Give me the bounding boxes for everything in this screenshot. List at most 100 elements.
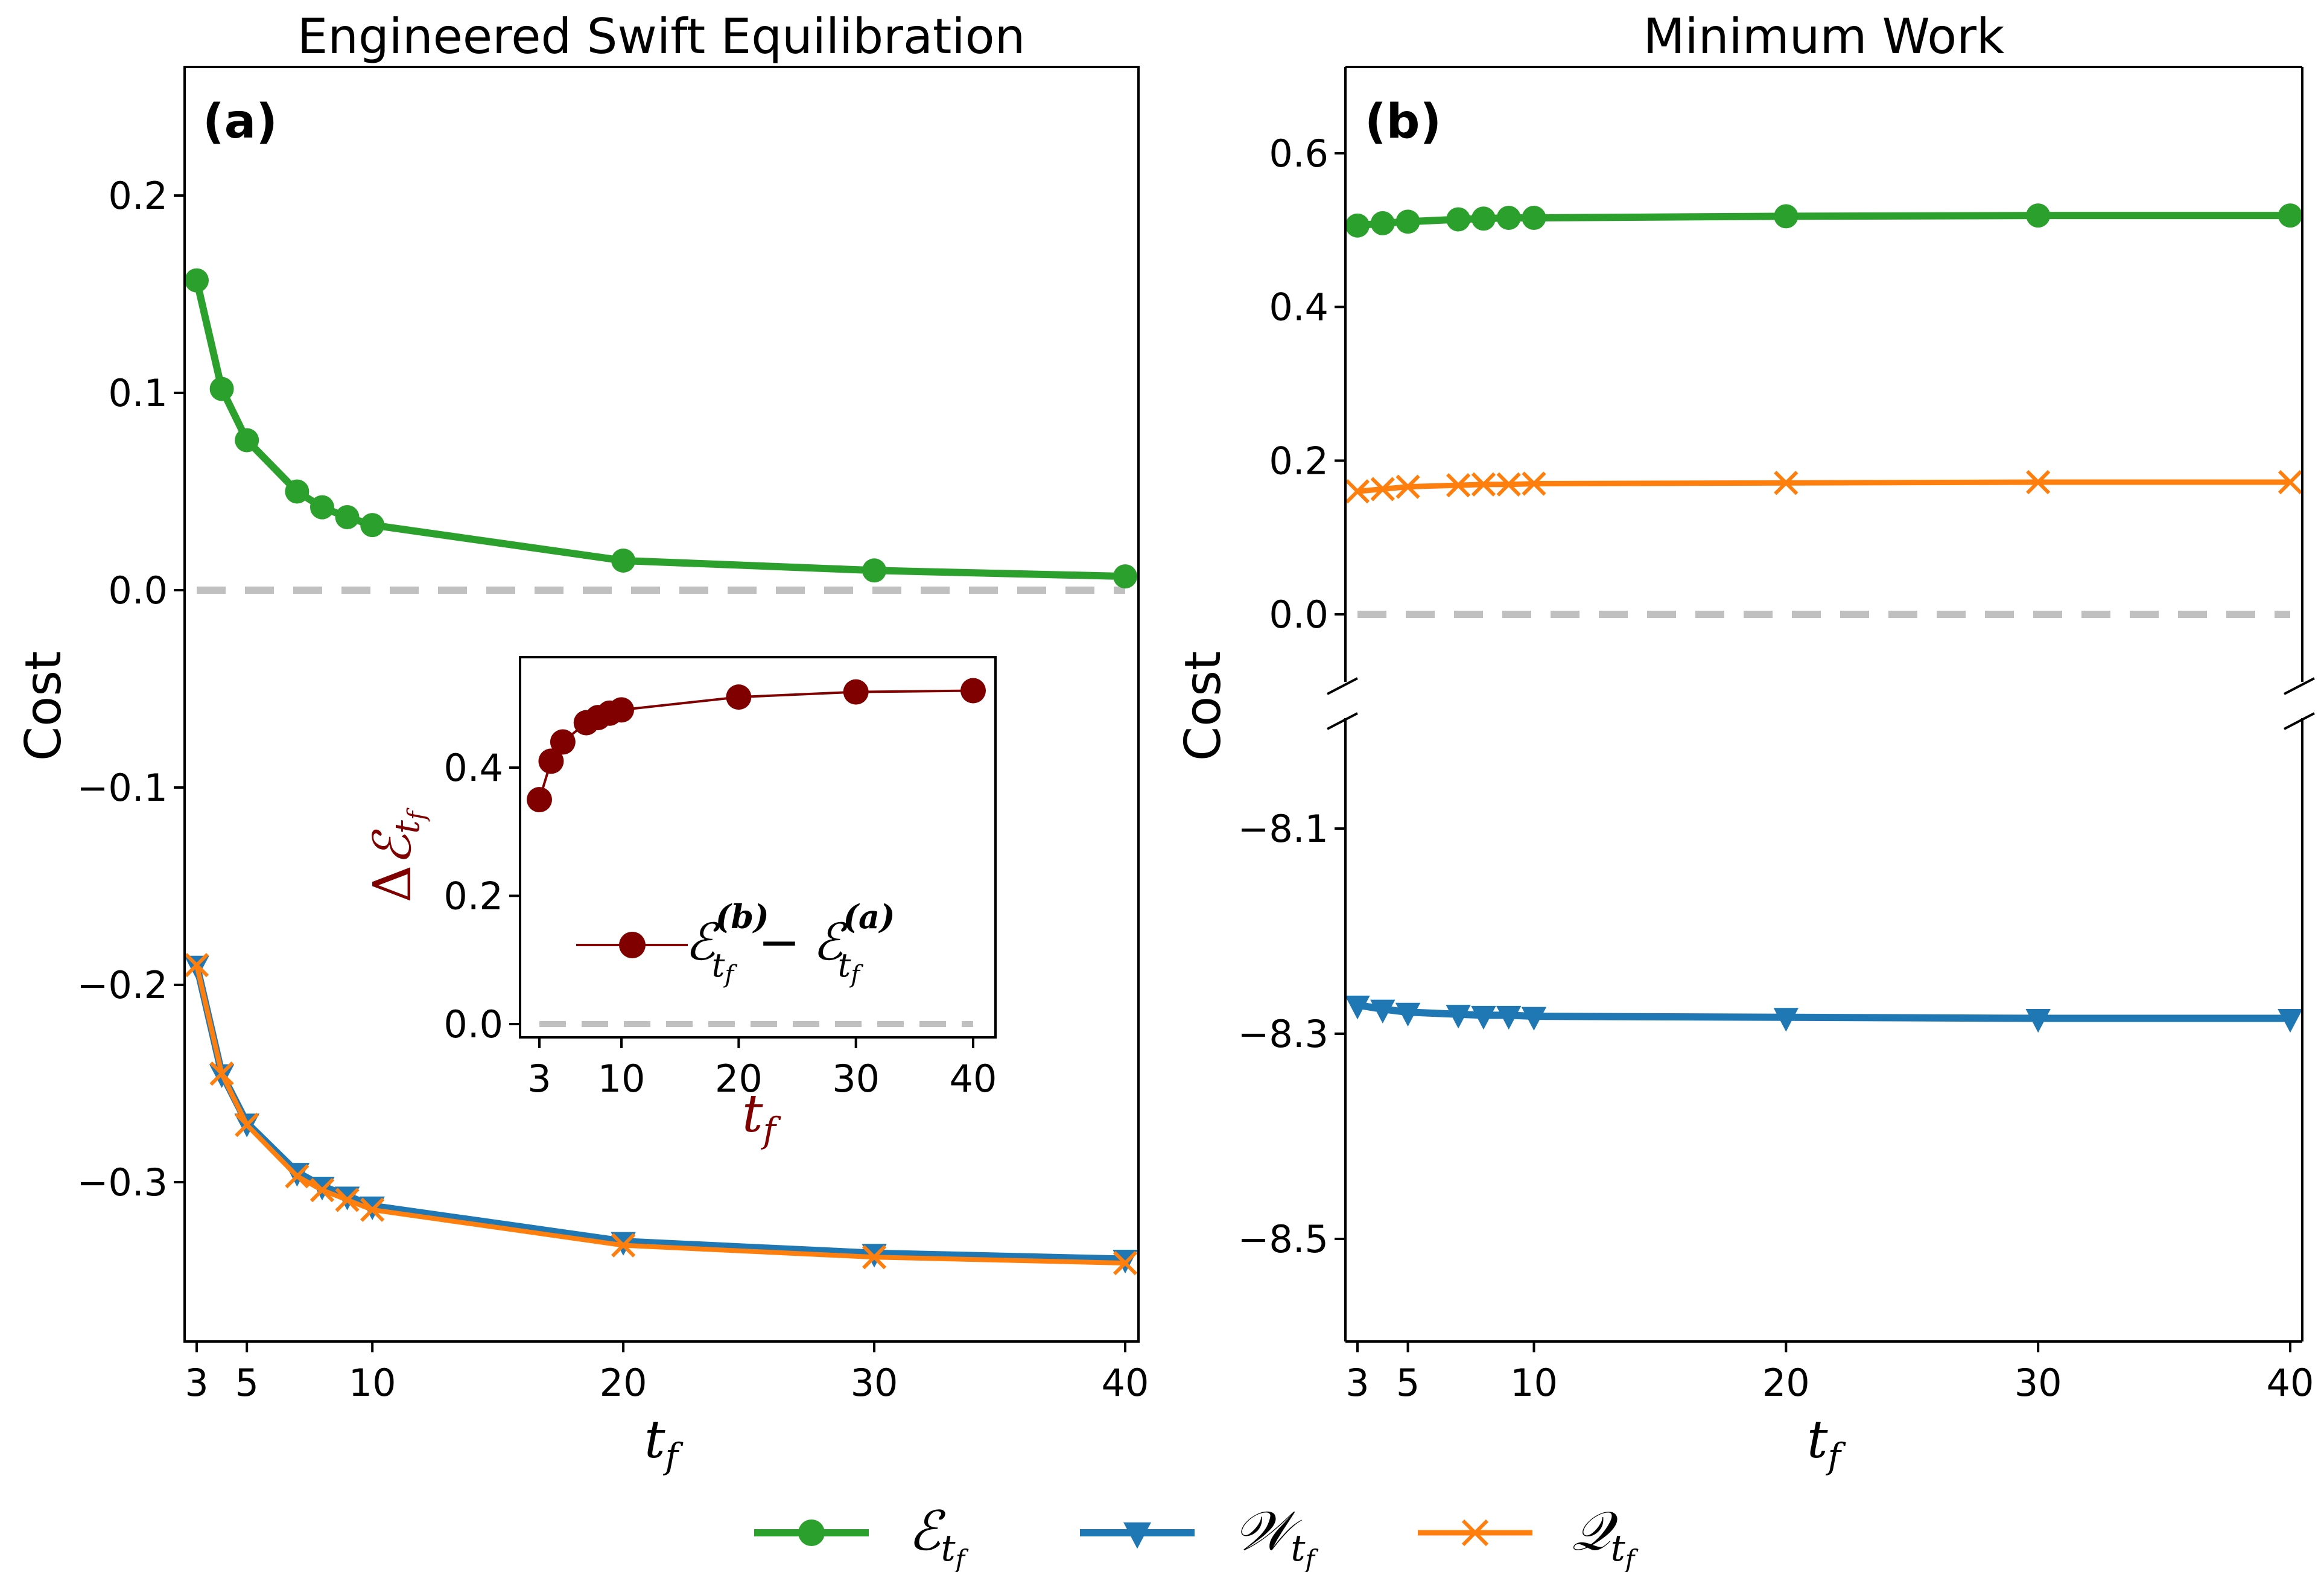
panel-a-xtick-label: 40	[1102, 1361, 1149, 1405]
panel-b-xtick-label: 10	[1510, 1361, 1558, 1405]
inset-xtick-label: 10	[598, 1057, 646, 1101]
panel-b-xlabel: tf	[1807, 1410, 1847, 1477]
panel-b-xtick-label: 20	[1762, 1361, 1810, 1405]
data-point-a-E	[862, 558, 887, 583]
legend-label: 𝒲tf	[1234, 1500, 1318, 1572]
panel-b-lower-ytick-label: −8.3	[1237, 1012, 1329, 1056]
panel-a-title: Engineered Swift Equilibration	[297, 8, 1026, 65]
data-point-a-Q	[209, 1061, 234, 1086]
panel-a-ylabel: Cost	[15, 651, 72, 761]
legend-marker	[1123, 1522, 1151, 1549]
inset-xtick-label: 40	[950, 1057, 997, 1101]
legend-marker	[1461, 1519, 1489, 1547]
inset-legend: ℰ(b) tf− ℰ(a) tf	[576, 897, 895, 988]
data-point-b-E	[1496, 205, 1521, 230]
data-point-a-E	[335, 505, 360, 530]
data-point-a-E	[1113, 564, 1137, 589]
panel-a-ytick-label: 0.2	[108, 174, 168, 218]
data-point-a-E	[285, 479, 310, 504]
panel-a-xtick-label: 20	[600, 1361, 647, 1405]
data-point-b-W	[1345, 995, 1370, 1020]
panel-b-xtick-label: 5	[1396, 1361, 1420, 1405]
data-point-inset	[726, 684, 752, 710]
data-point-b-W	[1446, 1005, 1471, 1029]
panel-b-upper-ytick-label: 0.2	[1269, 439, 1329, 483]
data-point-a-Q	[862, 1245, 887, 1270]
data-point-a-Q	[360, 1197, 385, 1222]
data-point-b-Q	[2026, 469, 2051, 495]
panel-a: Engineered Swift Equilibration (a) Cost …	[15, 8, 1149, 1477]
panel-b-ylabel: Cost	[1175, 651, 1232, 761]
data-point-a-Q	[1113, 1250, 1138, 1276]
data-point-b-W	[1773, 1008, 1799, 1032]
panel-b-label: (b)	[1365, 95, 1441, 149]
data-point-a-E	[310, 495, 334, 520]
legend-label: 𝒬tf	[1572, 1500, 1639, 1572]
data-point-b-Q	[1522, 471, 1546, 496]
data-point-inset	[538, 748, 564, 774]
series-line-b-W	[1357, 1001, 2290, 1022]
data-point-b-E	[1370, 211, 1395, 235]
panel-a-ytick-label: 0.1	[108, 371, 168, 415]
axis-break-marks	[1327, 677, 2315, 730]
series-line-b-Q	[1357, 479, 2290, 494]
inset-xtick-label: 30	[832, 1057, 880, 1101]
data-point-b-W	[1471, 1005, 1496, 1030]
panel-b: Minimum Work (b) Cost tf 0.6 0.4 0.2 0.0 −8.…	[1175, 8, 2315, 1477]
panel-b-lower-ytick-label: −8.1	[1237, 807, 1329, 851]
data-point-a-Q	[310, 1177, 335, 1203]
inset-ytick-label: 0.4	[443, 746, 503, 790]
panel-b-upper-ytick-label: 0.4	[1269, 285, 1329, 329]
inset-xtick-label: 3	[527, 1057, 551, 1101]
inset-ytick-label: 0.2	[443, 874, 503, 918]
data-point-b-W	[1496, 1005, 1522, 1030]
panel-b-xtick-label: 30	[2014, 1361, 2062, 1405]
panel-a-ytick-label: 0.0	[108, 568, 168, 613]
figure-legend: ℰtf 𝒲tf 𝒬tf	[754, 1500, 1639, 1572]
svg-text:tf: tf	[742, 1084, 782, 1151]
legend-label: ℰtf	[908, 1500, 969, 1572]
data-point-b-E	[1471, 206, 1496, 231]
data-point-a-E	[235, 428, 259, 453]
panel-a-ytick-label: −0.1	[77, 766, 168, 810]
data-point-a-E	[185, 268, 209, 293]
data-point-b-E	[1345, 213, 1370, 238]
panel-a-xtick-label: 30	[851, 1361, 898, 1405]
panel-a-label: (a)	[203, 95, 278, 149]
data-point-b-W	[2025, 1008, 2051, 1033]
data-point-inset	[550, 729, 576, 755]
data-point-b-W	[1370, 999, 1395, 1024]
data-point-b-Q	[1496, 472, 1521, 497]
data-point-a-Q	[235, 1113, 259, 1138]
data-point-b-Q	[1446, 473, 1471, 498]
panel-b-lower-ytick-label: −8.5	[1237, 1217, 1329, 1261]
data-point-b-E	[1395, 209, 1420, 234]
data-point-b-Q	[1774, 471, 1799, 495]
svg-text:Δℰtf: Δℰtf	[363, 807, 431, 903]
data-point-inset	[960, 678, 986, 704]
legend-entry-Q: 𝒬tf	[1418, 1500, 1639, 1572]
panel-b-xtick-label: 40	[2267, 1361, 2314, 1405]
series-line-a-E	[193, 279, 1126, 581]
legend-entry-W: 𝒲tf	[1080, 1500, 1318, 1572]
panel-b-xtick-label: 3	[1345, 1361, 1369, 1405]
panel-b-frame	[1344, 66, 2303, 1343]
data-point-b-E	[1446, 207, 1471, 232]
inset-xtick-label: 20	[715, 1057, 763, 1101]
inset-chart: 0.0 0.2 0.4 3 10 20 30 40 Δℰtf tf ℰ(b) tf− ℰ(a) t…	[363, 656, 997, 1151]
data-point-a-Q	[285, 1164, 310, 1189]
data-point-b-Q	[1370, 477, 1395, 501]
data-point-a-Q	[184, 953, 209, 978]
inset-xlabel: tf	[742, 1084, 782, 1151]
data-point-b-E	[1774, 204, 1799, 229]
data-point-a-Q	[611, 1233, 636, 1258]
series-line-a-Q	[194, 964, 1126, 1266]
data-point-b-W	[2278, 1008, 2303, 1033]
data-point-b-Q	[1471, 472, 1496, 497]
inset-legend-marker	[619, 932, 646, 958]
panel-a-xlabel: tf	[644, 1410, 684, 1477]
data-point-b-Q	[1345, 479, 1370, 504]
data-point-b-E	[2026, 203, 2051, 228]
panel-a-xtick-label: 3	[185, 1361, 208, 1405]
panel-b-title: Minimum Work	[1643, 8, 2005, 65]
